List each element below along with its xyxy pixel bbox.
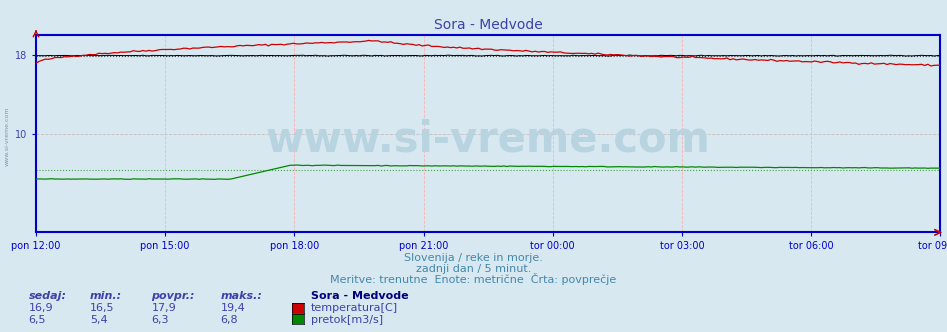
Text: maks.:: maks.: <box>221 291 262 301</box>
Text: 6,8: 6,8 <box>221 315 239 325</box>
Text: Slovenija / reke in morje.: Slovenija / reke in morje. <box>404 253 543 263</box>
Text: sedaj:: sedaj: <box>28 291 66 301</box>
Text: www.si-vreme.com: www.si-vreme.com <box>5 106 10 166</box>
Text: 6,3: 6,3 <box>152 315 169 325</box>
Text: zadnji dan / 5 minut.: zadnji dan / 5 minut. <box>416 264 531 274</box>
Text: pretok[m3/s]: pretok[m3/s] <box>311 315 383 325</box>
Text: 17,9: 17,9 <box>152 303 176 313</box>
Text: 6,5: 6,5 <box>28 315 45 325</box>
Text: www.si-vreme.com: www.si-vreme.com <box>266 119 710 161</box>
Text: temperatura[C]: temperatura[C] <box>311 303 398 313</box>
Text: 16,9: 16,9 <box>28 303 53 313</box>
Text: Meritve: trenutne  Enote: metrične  Črta: povprečje: Meritve: trenutne Enote: metrične Črta: … <box>331 273 616 285</box>
Title: Sora - Medvode: Sora - Medvode <box>434 18 543 32</box>
Text: Sora - Medvode: Sora - Medvode <box>311 291 408 301</box>
Text: min.:: min.: <box>90 291 122 301</box>
Text: povpr.:: povpr.: <box>152 291 195 301</box>
Text: 5,4: 5,4 <box>90 315 108 325</box>
Text: 16,5: 16,5 <box>90 303 115 313</box>
Text: 19,4: 19,4 <box>221 303 245 313</box>
